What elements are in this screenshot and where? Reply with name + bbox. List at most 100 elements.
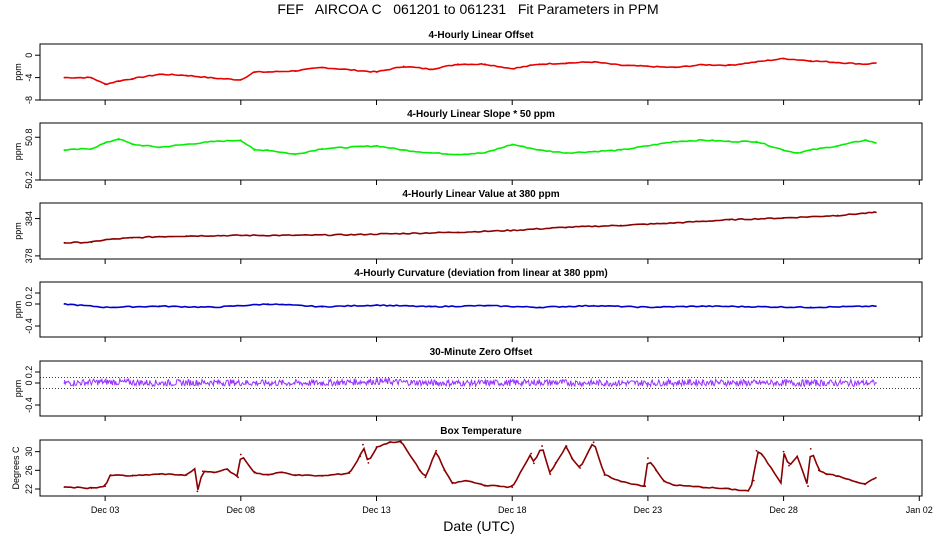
data-point [782,149,785,151]
data-point [375,446,378,448]
data-point [131,77,134,80]
data-point [429,382,432,384]
data-point [511,67,514,70]
series-line [64,302,876,309]
data-point [874,62,877,64]
data-point [565,445,568,447]
data-point [375,71,378,73]
y-tick-label: 0.2 [24,287,34,300]
data-point [850,479,853,482]
data-point [701,381,704,384]
data-point [90,147,93,150]
data-point [294,474,297,476]
data-point [158,305,161,308]
data-point [90,241,93,244]
data-point [826,473,828,475]
series-line [63,376,876,389]
data-point [755,305,758,308]
data-point [538,63,541,66]
panel-1: 4-Hourly Linear Offset ppm -8 -4 0 [13,30,923,105]
data-point [565,152,568,154]
data-point [465,479,467,482]
data-point [185,74,188,77]
data-point [104,381,107,383]
data-point [131,475,134,477]
data-point [429,152,432,154]
data-point [728,64,731,67]
data-point [131,143,134,146]
y-axis-label: ppm [13,143,23,161]
data-point [609,475,611,478]
data-point [253,71,256,73]
data-point [728,488,731,490]
data-point [796,455,799,458]
data-point [457,63,459,66]
data-point [267,382,269,384]
data-point [212,471,215,474]
data-point [571,457,573,460]
data-point [239,453,242,456]
data-point [533,462,535,465]
data-point [402,149,405,151]
data-point [484,304,486,307]
data-point [158,382,161,384]
data-point [782,450,785,453]
data-point [836,475,839,477]
data-point [663,480,666,483]
data-point [321,475,324,477]
data-point [538,149,541,151]
data-point [267,474,269,476]
data-point [239,139,242,142]
y-tick-label: -8 [24,96,34,104]
data-point [530,452,533,455]
plot-frame [39,439,923,497]
data-point [212,77,215,80]
x-tick-label: Dec 08 [227,505,256,515]
data-point [402,65,405,68]
x-tick-label: Dec 13 [362,505,391,515]
data-point [755,140,758,143]
data-point [701,305,704,308]
series-line [64,138,876,156]
data-point [647,144,649,147]
data-point [348,233,351,236]
x-axis-label: Date (UTC) [443,518,515,534]
data-point [817,469,820,472]
data-point [874,142,877,144]
data-point [874,211,877,214]
data-point [185,474,188,476]
data-point [728,140,731,143]
plot-frame [39,43,923,101]
panel-title: 30-Minute Zero Offset [430,347,533,358]
data-point [836,144,839,147]
data-point [674,222,676,224]
data-point [747,489,750,492]
data-point [348,68,351,71]
data-point [185,143,188,146]
data-point [63,303,66,305]
data-point [63,241,66,244]
data-point [484,484,486,487]
data-point [579,467,581,469]
data-point [226,468,229,471]
y-tick-label: 0.2 [24,366,34,379]
data-point [554,461,557,464]
y-tick-label: 50.2 [24,171,34,189]
data-point [809,382,812,384]
data-point [419,469,421,472]
plot-frame [39,122,923,181]
data-point [104,142,107,144]
data-point [196,490,199,493]
data-point [348,472,351,475]
series-line [64,440,876,492]
data-point [619,149,622,151]
data-point [592,61,595,63]
data-point [796,152,799,154]
data-point [592,304,595,307]
series-line [64,211,876,244]
data-point [674,66,676,69]
data-point [655,469,657,472]
data-point [104,83,107,86]
